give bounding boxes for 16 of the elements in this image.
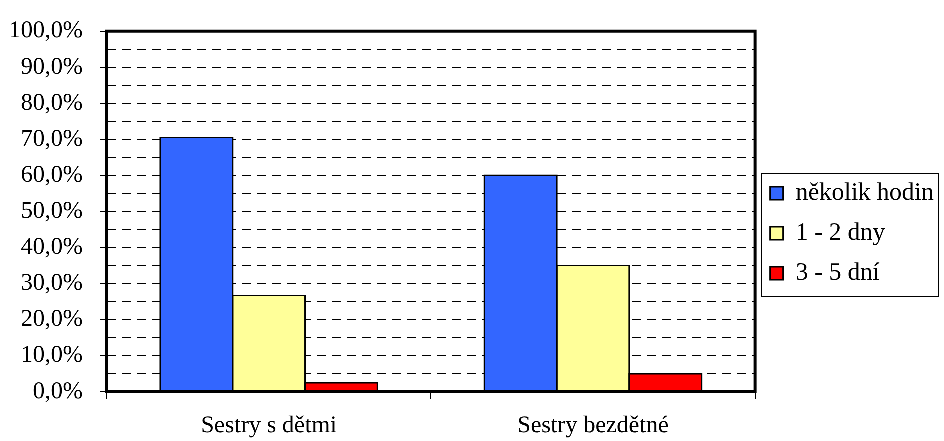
y-tick-label: 40,0% [21,234,83,260]
legend-label: několik hodin [796,179,934,206]
y-tick-label: 30,0% [21,270,83,296]
y-tick-label: 50,0% [21,198,83,224]
y-tick-label: 10,0% [21,342,83,368]
y-tick-label: 60,0% [21,162,83,188]
y-tick-label: 20,0% [21,306,83,332]
legend-label: 1 - 2 dny [796,219,886,246]
y-tick-label: 80,0% [21,90,83,116]
y-tick-label: 90,0% [21,54,83,80]
y-tick-label: 0,0% [33,378,83,404]
y-tick-label: 100,0% [9,18,83,44]
y-tick-label: 70,0% [21,126,83,152]
legend-label: 3 - 5 dní [796,259,880,286]
x-tick-label: Sestry bezdětné [518,412,669,439]
x-tick-label: Sestry s dětmi [201,412,338,439]
